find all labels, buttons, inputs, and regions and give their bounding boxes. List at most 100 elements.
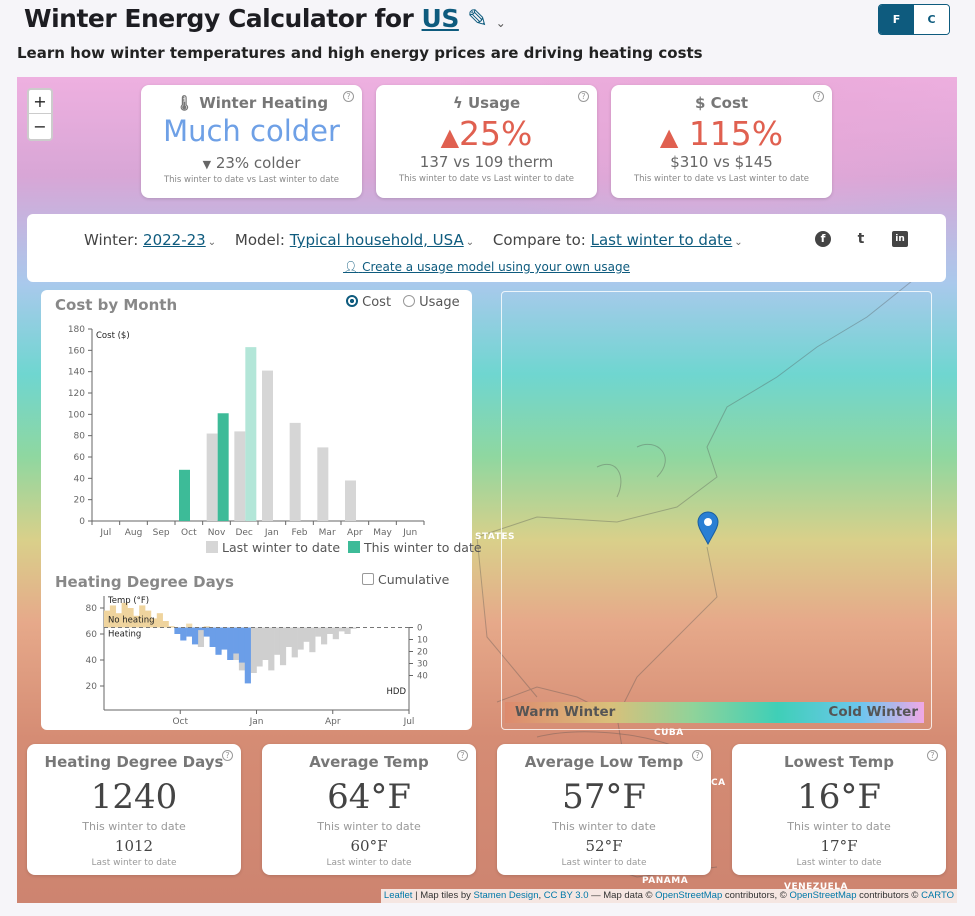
user-icon: 👤︎ xyxy=(343,260,359,274)
celsius-button[interactable]: C xyxy=(914,5,949,34)
bar-last-winter xyxy=(289,422,301,521)
carto-link[interactable]: CARTO xyxy=(921,890,954,901)
x-tick-label: Dec xyxy=(235,528,252,538)
x-tick-label: Aug xyxy=(125,528,143,538)
cumulative-checkbox[interactable]: Cumulative xyxy=(362,572,449,587)
this-winter-no-heating xyxy=(162,621,169,628)
cost-by-month-chart: 0 20 40 60 80 100 120 140 160 180 Cost ($) Jul Aug Se… xyxy=(68,325,425,538)
card-sub: $310 vs $145 xyxy=(670,153,773,171)
winter-select[interactable]: 2022-23 xyxy=(143,231,206,249)
map-label-panama: PANAMA xyxy=(642,876,689,886)
linkedin-icon[interactable]: in xyxy=(892,231,908,247)
bar-this-winter xyxy=(245,347,257,521)
this-winter-heating xyxy=(203,627,210,637)
y2-axis-label: HDD xyxy=(387,687,407,697)
card-value-previous: 52°F xyxy=(585,837,623,855)
this-winter-no-heating xyxy=(156,613,163,628)
zoom-in-button[interactable]: + xyxy=(29,90,51,114)
unit-toggle[interactable]: F C xyxy=(878,4,950,35)
model-select[interactable]: Typical household, USA xyxy=(289,231,464,249)
location-pin-icon[interactable] xyxy=(697,511,719,545)
x-tick-label: Feb xyxy=(292,528,308,538)
map-label-venezuela: VENEZUELA xyxy=(784,882,848,892)
y-tick-label: 80 xyxy=(86,604,98,614)
hdd-card: ? Heating Degree Days 1240 This winter t… xyxy=(27,744,241,875)
y-axis-label: Temp (°F) xyxy=(107,596,149,606)
region-highlight xyxy=(501,291,932,730)
osm-link[interactable]: OpenStreetMap xyxy=(789,890,857,901)
chart-panel: Cost by Month Cost Usage 0 20 40 60 80 100 120… xyxy=(41,290,482,730)
radio-label: Usage xyxy=(419,295,460,310)
help-icon[interactable]: ? xyxy=(578,91,589,102)
twitter-icon[interactable]: t xyxy=(857,231,865,247)
y2-tick-label: 10 xyxy=(417,636,428,646)
y-tick-label: 80 xyxy=(74,432,86,442)
radio-cost[interactable]: Cost xyxy=(346,295,391,310)
chevron-down-icon[interactable]: ⌄ xyxy=(465,237,475,248)
hdd-title: Heating Degree Days xyxy=(55,573,234,591)
zoom-out-button[interactable]: − xyxy=(33,116,47,136)
y-tick-label: 60 xyxy=(86,630,98,640)
no-heating-label: No heating xyxy=(108,616,155,626)
chevron-down-icon[interactable]: ⌄ xyxy=(495,16,506,30)
facebook-icon[interactable]: f xyxy=(815,231,831,247)
help-icon[interactable]: ? xyxy=(813,91,824,102)
y-tick-label: 40 xyxy=(86,656,98,666)
card-label: This winter to date xyxy=(317,820,421,833)
dollar-icon: $ xyxy=(694,94,706,112)
this-winter-no-heating xyxy=(121,602,128,628)
this-winter-no-heating xyxy=(109,605,117,628)
cc-link[interactable]: CC BY 3.0 xyxy=(543,890,589,901)
last-winter-heating xyxy=(338,627,345,632)
last-winter-heating xyxy=(315,627,322,637)
y-tick-label: 20 xyxy=(86,682,98,692)
this-winter-no-heating xyxy=(139,605,146,628)
card-title: Average Low Temp xyxy=(524,753,684,771)
usage-card: ? ϟ Usage ▲25% 137 vs 109 therm This win… xyxy=(376,85,597,198)
x-tick-label: Sep xyxy=(153,528,170,538)
chevron-down-icon[interactable]: ⌄ xyxy=(734,237,743,248)
compare-label: Compare to: xyxy=(492,231,586,249)
help-icon[interactable]: ? xyxy=(343,91,354,102)
winter-label: Winter: xyxy=(84,231,139,249)
bar-last-winter xyxy=(206,433,218,521)
y-tick-label: 20 xyxy=(74,496,86,506)
help-icon[interactable]: ? xyxy=(692,750,703,761)
radio-unchecked-icon[interactable] xyxy=(403,295,415,307)
x-tick-label: Oct xyxy=(172,717,188,727)
this-winter-heating xyxy=(244,627,251,684)
x-tick-label: Nov xyxy=(208,528,226,538)
this-winter-no-heating xyxy=(150,618,158,628)
stamen-link[interactable]: Stamen Design xyxy=(473,890,539,901)
pencil-icon[interactable]: ✎ xyxy=(467,4,488,33)
chevron-down-icon[interactable]: ⌄ xyxy=(207,237,217,248)
last-winter-heating xyxy=(326,627,334,634)
card-label: Last winter to date xyxy=(561,858,647,868)
this-winter-heating xyxy=(215,627,222,655)
help-icon[interactable]: ? xyxy=(927,750,938,761)
x-tick-label: Apr xyxy=(325,717,341,727)
help-icon[interactable]: ? xyxy=(222,750,233,761)
radio-usage[interactable]: Usage xyxy=(403,295,460,310)
help-icon[interactable]: ? xyxy=(457,750,468,761)
cold-winter-label: Cold Winter xyxy=(828,704,918,720)
card-value: 64°F xyxy=(327,777,411,817)
attrib-text: | Map tiles by xyxy=(412,890,474,901)
card-title: Cost xyxy=(710,94,749,112)
leaflet-link[interactable]: Leaflet xyxy=(383,890,413,901)
y-axis-label: Cost ($) xyxy=(96,331,130,341)
map-label-cuba: CUBA xyxy=(654,728,684,738)
controls-panel: Winter: 2022-23 ⌄ Model: Typical househol… xyxy=(27,214,946,282)
map-label-states: STATES xyxy=(475,532,515,542)
osm-link[interactable]: OpenStreetMap xyxy=(655,890,723,901)
checkbox-icon[interactable] xyxy=(362,573,374,585)
create-usage-model-link[interactable]: 👤︎ Create a usage model using your own u… xyxy=(27,260,946,274)
region-link[interactable]: US xyxy=(421,4,460,33)
last-winter-heating xyxy=(344,627,351,634)
radio-checked-icon[interactable] xyxy=(346,295,358,307)
compare-select[interactable]: Last winter to date xyxy=(590,231,733,249)
triangle-up-icon: ▲ xyxy=(440,123,460,151)
fahrenheit-button[interactable]: F xyxy=(879,5,914,34)
last-winter-heating xyxy=(250,627,257,673)
checkbox-label: Cumulative xyxy=(377,572,450,587)
